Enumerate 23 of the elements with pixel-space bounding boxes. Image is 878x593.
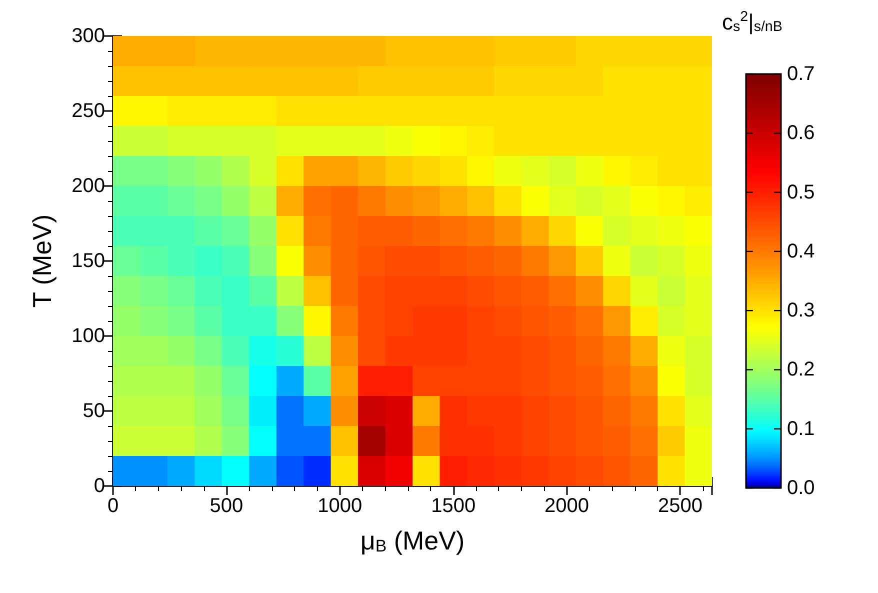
color-bar-label: 0.5 xyxy=(787,181,815,204)
x-tick-label: 2000 xyxy=(544,495,590,517)
x-tick-label: 1500 xyxy=(431,495,476,517)
y-tick-label: 0 xyxy=(94,475,105,497)
color-bar-label: 0.2 xyxy=(787,358,815,381)
color-bar-label: 0.1 xyxy=(787,418,815,440)
color-bar-label: 0.6 xyxy=(787,122,815,144)
y-axis-title: T (MeV) xyxy=(27,214,57,308)
x-axis-title: μB (MeV) xyxy=(360,525,465,556)
color-bar-label: 0.7 xyxy=(787,63,815,85)
y-tick-label: 100 xyxy=(72,325,105,347)
y-tick-label: 250 xyxy=(72,100,105,122)
x-tick-label: 1000 xyxy=(318,495,362,517)
x-tick-label: 500 xyxy=(210,495,244,517)
color-bar-label: 0.0 xyxy=(787,477,815,499)
color-bar-label: 0.3 xyxy=(787,300,815,322)
y-tick-label: 150 xyxy=(72,250,105,272)
x-tick-label: 0 xyxy=(107,495,119,517)
y-tick-label: 300 xyxy=(72,25,105,47)
x-tick-label: 2500 xyxy=(658,495,702,517)
color-bar-label: 0.4 xyxy=(787,240,815,262)
y-tick-label: 50 xyxy=(82,400,105,422)
y-tick-label: 200 xyxy=(72,175,105,197)
